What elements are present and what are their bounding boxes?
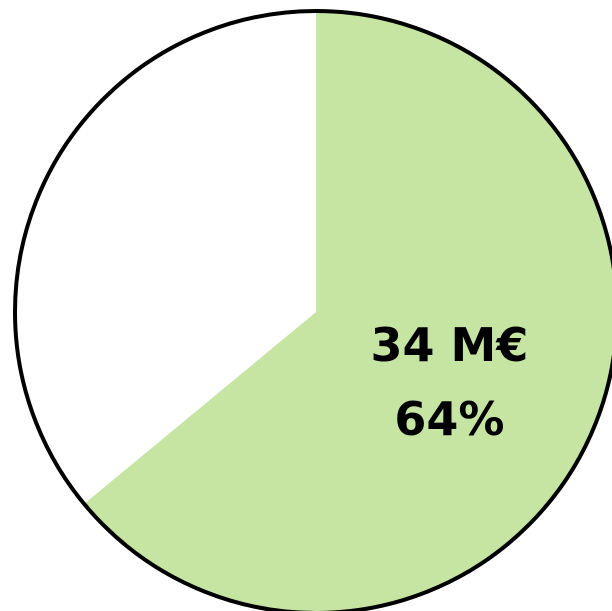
slice-amount-label: 34 M€ [371,318,529,372]
pie-slice-0 [84,11,612,611]
pie-slice-1 [15,11,317,504]
pie-outline [13,9,612,611]
pie-labels: 34 M€ 64% [371,318,529,446]
pie-slices [15,11,612,611]
pie-slice-label-0: 34 M€ 64% [371,318,529,446]
slice-percent-label: 64% [394,392,504,446]
pie-outline-group [13,9,612,611]
